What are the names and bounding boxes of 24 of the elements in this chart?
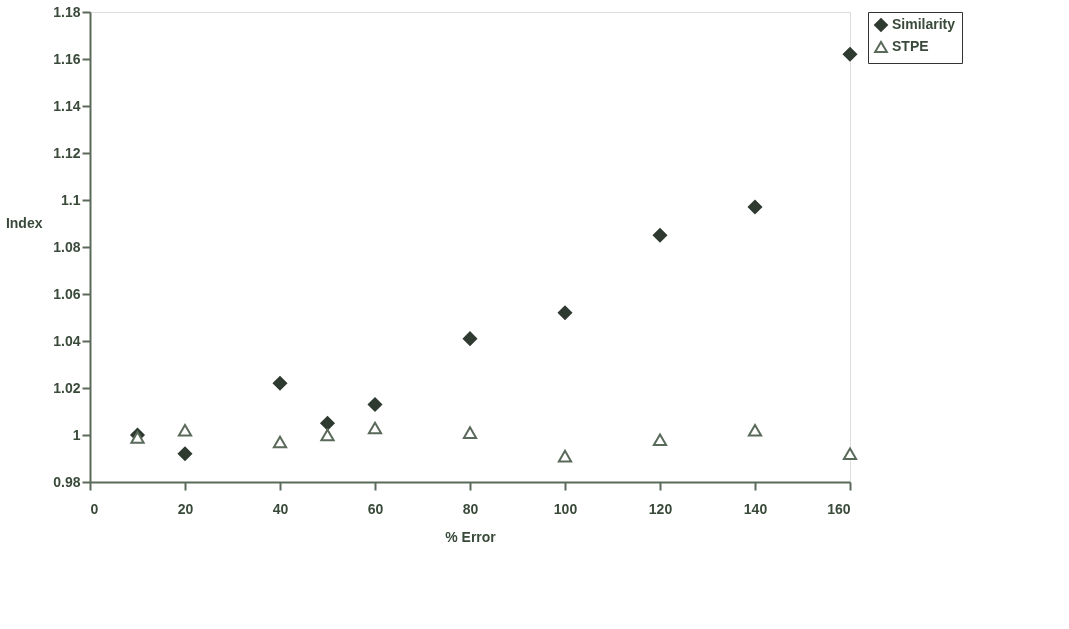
y-tick-label: 1.04 [53,332,81,349]
x-axis-title: % Error [445,528,497,545]
x-tick-label: 120 [648,500,673,517]
y-tick-label: 1.18 [53,3,81,20]
x-tick-label: 60 [367,500,384,517]
legend-label: Similarity [892,16,956,32]
x-tick-label: 140 [743,500,768,517]
x-tick-label: 100 [553,500,578,517]
x-tick-label: 0 [90,500,99,517]
x-tick-label: 160 [827,500,851,517]
y-tick-label: 1.1 [61,191,81,208]
y-axis-title: Index [5,214,43,231]
x-tick-label: 80 [462,500,479,517]
x-tick-label: 20 [177,500,194,517]
y-tick-label: 1.12 [53,144,81,161]
y-tick-label: 1 [72,426,81,443]
y-tick-label: 0.98 [53,473,81,490]
y-tick-label: 1.14 [53,97,81,114]
y-tick-label: 1.16 [53,50,81,67]
x-tick-label: 40 [272,500,289,517]
y-tick-label: 1.08 [53,238,81,255]
y-tick-label: 1.02 [53,379,81,396]
y-tick-label: 1.06 [53,285,81,302]
legend-label: STPE [892,38,929,54]
